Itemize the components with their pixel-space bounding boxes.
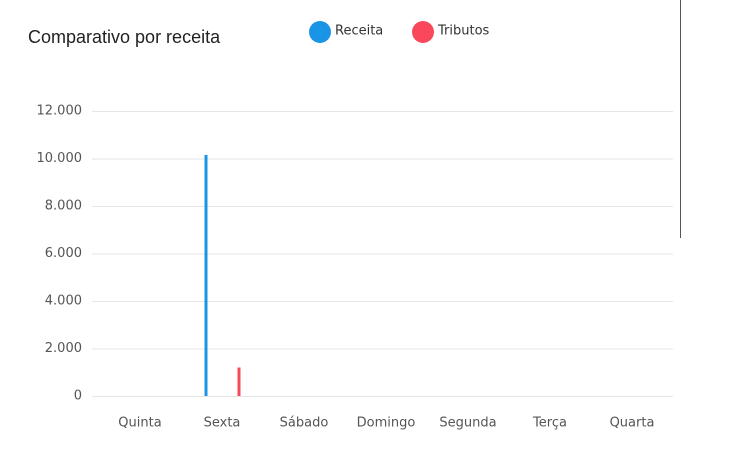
legend-label: Receita [335, 24, 383, 39]
x-tick-label: Segunda [439, 416, 496, 431]
y-tick-label: 2.000 [45, 341, 82, 356]
x-tick-label: Sábado [280, 416, 329, 431]
y-tick-label: 4.000 [45, 294, 82, 309]
legend-swatch [309, 21, 331, 43]
x-tick-label: Quinta [118, 416, 161, 431]
y-tick-label: 6.000 [45, 246, 82, 261]
bar [204, 154, 208, 396]
legend-swatch [412, 21, 434, 43]
x-tick-label: Quarta [610, 416, 655, 431]
legend-label: Tributos [437, 24, 490, 39]
bar [237, 367, 241, 396]
y-tick-label: 10.000 [37, 151, 83, 166]
y-tick-label: 8.000 [45, 199, 82, 214]
y-tick-label: 12.000 [37, 104, 83, 119]
x-tick-label: Terça [532, 416, 567, 431]
x-tick-label: Sexta [204, 416, 241, 431]
x-tick-label: Domingo [357, 416, 416, 431]
chart-title: Comparativo por receita [28, 27, 221, 47]
y-tick-label: 0 [74, 389, 82, 404]
